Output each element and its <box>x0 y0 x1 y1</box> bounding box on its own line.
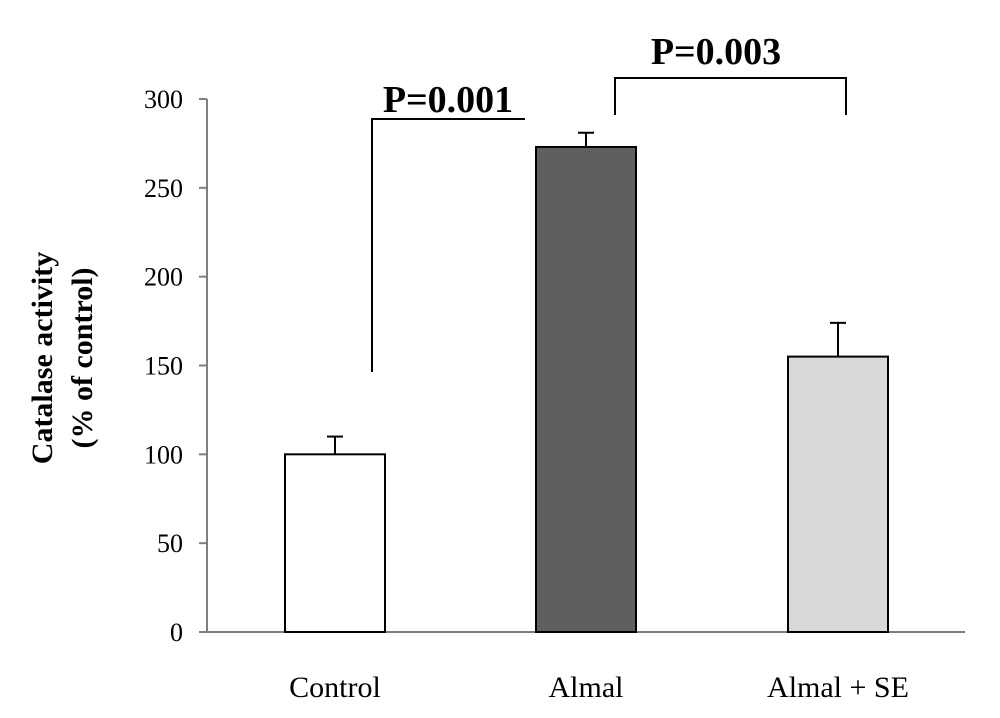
y-axis-title-line-2: (% of control) <box>66 267 99 448</box>
y-tick-label: 150 <box>144 352 183 381</box>
bars <box>284 145 889 634</box>
x-tick-label: Control <box>289 671 381 704</box>
bar-control <box>284 453 386 634</box>
y-tick-label: 50 <box>157 529 183 558</box>
y-tick-label: 0 <box>170 618 183 647</box>
error-bars <box>327 131 846 455</box>
x-tick-label: Almal <box>549 671 624 704</box>
bar-almal <box>535 145 637 633</box>
x-tick-label: Almal + SE <box>767 671 909 704</box>
p-value-label: P=0.003 <box>651 31 781 73</box>
y-tick-label: 100 <box>144 440 183 469</box>
tick-labels: 0 50 100 150 200 250 300 Control Almal Almal + SE <box>144 85 909 704</box>
y-tick-label: 200 <box>144 263 183 292</box>
p-value-label: P=0.001 <box>383 79 513 121</box>
y-tick-label: 250 <box>144 174 183 203</box>
bar-almal-se <box>787 355 889 633</box>
y-axis-title-line-1: Catalase activity <box>26 252 59 464</box>
significance-bracket <box>371 118 525 372</box>
significance-bracket <box>614 77 847 115</box>
significance-brackets: P=0.001 P=0.003 <box>371 31 847 372</box>
y-axis-title: Catalase activity (% of control) <box>26 252 99 464</box>
y-tick-label: 300 <box>144 85 183 114</box>
